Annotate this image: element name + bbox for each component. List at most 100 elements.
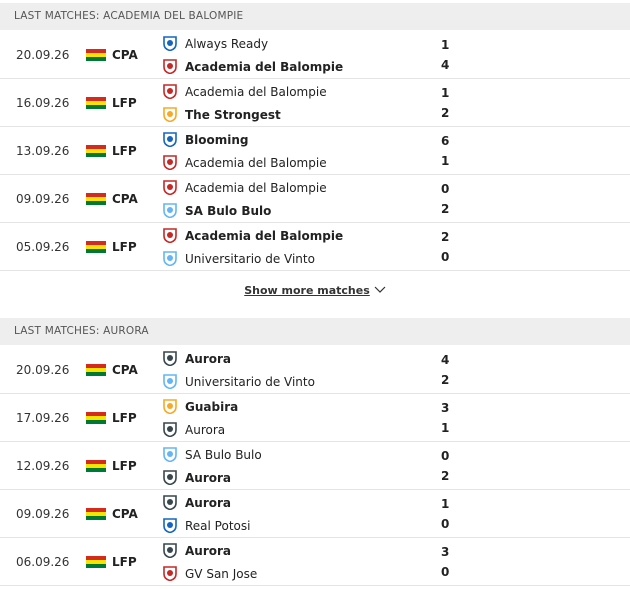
competition: LFP (112, 96, 137, 110)
home-score: 6 (441, 134, 450, 148)
flag (86, 193, 106, 205)
away-score: 0 (441, 250, 450, 264)
flag (86, 241, 106, 253)
flag (86, 145, 106, 157)
match-date: 20.09.26 (16, 363, 70, 377)
team-logo (163, 84, 177, 99)
flag (86, 49, 106, 61)
team-logo (163, 180, 177, 195)
team-logo (163, 59, 177, 74)
away-team: Aurora (185, 423, 226, 437)
team-logo (163, 351, 177, 366)
away-score: 2 (441, 202, 450, 216)
match-row (0, 394, 630, 442)
show-more-text[interactable]: Show more matches (244, 284, 370, 297)
away-team: Academia del Balompie (185, 60, 344, 74)
home-team: Guabira (185, 400, 239, 414)
competition: LFP (112, 240, 137, 254)
competition: CPA (112, 192, 138, 206)
team-logo (163, 422, 177, 437)
flag (86, 556, 106, 568)
away-team: Aurora (185, 471, 232, 485)
competition: CPA (112, 363, 138, 377)
away-score: 2 (441, 469, 450, 483)
team-logo (163, 399, 177, 414)
home-score: 4 (441, 353, 450, 367)
away-score: 1 (441, 421, 450, 435)
competition: CPA (112, 48, 138, 62)
away-score: 2 (441, 373, 450, 387)
home-team: SA Bulo Bulo (185, 448, 262, 462)
away-team: SA Bulo Bulo (185, 204, 272, 218)
match-date: 20.09.26 (16, 48, 70, 62)
team-logo (163, 228, 177, 243)
home-score: 0 (441, 182, 450, 196)
competition: LFP (112, 411, 137, 425)
home-team: Aurora (185, 544, 232, 558)
flag (86, 97, 106, 109)
flag (86, 508, 106, 520)
competition: CPA (112, 507, 138, 521)
away-score: 0 (441, 565, 450, 579)
team-logo (163, 470, 177, 485)
away-score: 2 (441, 106, 450, 120)
home-score: 2 (441, 230, 450, 244)
home-team: Always Ready (185, 37, 269, 51)
show-more-link[interactable]: Show more matches (0, 284, 630, 297)
away-team: Universitario de Vinto (185, 375, 315, 389)
match-row (0, 79, 630, 127)
match-date: 13.09.26 (16, 144, 70, 158)
home-team: Blooming (185, 133, 249, 147)
match-row (0, 490, 630, 538)
match-date: 05.09.26 (16, 240, 70, 254)
competition: LFP (112, 459, 137, 473)
home-team: Aurora (185, 496, 232, 510)
team-logo (163, 566, 177, 581)
team-logo (163, 495, 177, 510)
away-team: GV San Jose (185, 567, 258, 581)
flag (86, 460, 106, 472)
away-team: Universitario de Vinto (185, 252, 315, 266)
home-score: 0 (441, 449, 450, 463)
home-team: Academia del Balompie (185, 229, 344, 243)
match-row (0, 127, 630, 175)
home-score: 1 (441, 497, 450, 511)
home-score: 3 (441, 545, 450, 559)
away-score: 4 (441, 58, 450, 72)
match-row (0, 31, 630, 79)
away-score: 0 (441, 517, 450, 531)
team-logo (163, 518, 177, 533)
team-logo (163, 107, 177, 122)
team-logo (163, 251, 177, 266)
match-date: 09.09.26 (16, 507, 70, 521)
match-date: 12.09.26 (16, 459, 70, 473)
match-date: 09.09.26 (16, 192, 70, 206)
away-team: Real Potosi (185, 519, 251, 533)
match-date: 06.09.26 (16, 555, 70, 569)
chevron[interactable] (374, 286, 386, 294)
home-score: 1 (441, 38, 450, 52)
match-row (0, 223, 630, 271)
home-score: 3 (441, 401, 450, 415)
home-team: Academia del Balompie (185, 181, 327, 195)
away-score: 1 (441, 154, 450, 168)
team-logo (163, 155, 177, 170)
match-date: 17.09.26 (16, 411, 70, 425)
match-row (0, 538, 630, 586)
section-header: LAST MATCHES: ACADEMIA DEL BALOMPIE (0, 3, 630, 30)
team-logo (163, 543, 177, 558)
section-header: LAST MATCHES: AURORA (0, 318, 630, 345)
match-row (0, 346, 630, 394)
flag (86, 364, 106, 376)
match-date: 16.09.26 (16, 96, 70, 110)
flag (86, 412, 106, 424)
match-row (0, 175, 630, 223)
competition: LFP (112, 555, 137, 569)
team-logo (163, 36, 177, 51)
match-row (0, 442, 630, 490)
away-team: Academia del Balompie (185, 156, 327, 170)
competition: LFP (112, 144, 137, 158)
home-score: 1 (441, 86, 450, 100)
home-team: Academia del Balompie (185, 85, 327, 99)
